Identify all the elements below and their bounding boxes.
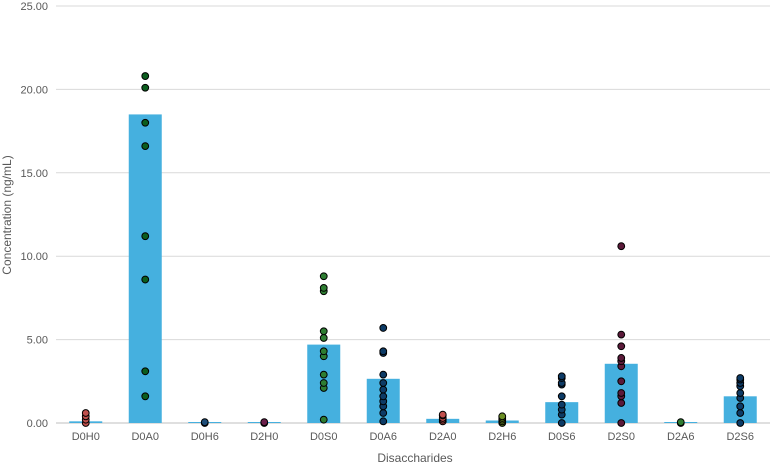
y-tick-label: 0.00 <box>27 418 48 430</box>
data-point-d0a6 <box>379 370 388 379</box>
data-point-d2s6 <box>736 402 745 411</box>
data-point-d0s6 <box>557 392 566 401</box>
x-tick-label: D2S6 <box>726 431 754 443</box>
y-axis-label: Concentration (ng/mL) <box>0 155 14 274</box>
data-point-d0s6 <box>557 372 566 381</box>
data-point-d0s0 <box>319 327 328 336</box>
x-tick-label: D2H6 <box>488 431 516 443</box>
data-point-d0h0 <box>81 409 90 417</box>
data-point-d0a0 <box>141 392 150 401</box>
y-tick-label: 15.00 <box>20 168 48 180</box>
x-tick-label: D0A6 <box>369 431 397 443</box>
x-tick-label: D0S6 <box>548 431 576 443</box>
y-tick-label: 20.00 <box>20 84 48 96</box>
y-tick-label: 5.00 <box>27 335 48 347</box>
data-point-d2s6 <box>736 409 745 417</box>
gridlines <box>56 5 770 424</box>
data-points <box>81 72 745 427</box>
data-point-d2s6 <box>736 374 745 382</box>
x-tick-label: D0H0 <box>72 431 100 443</box>
y-tick-labels: 0.00 5.00 10.00 15.00 20.00 25.00 <box>20 1 48 430</box>
data-point-d0s6 <box>557 419 566 427</box>
x-tick-label: D2H0 <box>250 431 278 443</box>
data-point-d2h0 <box>260 418 269 427</box>
data-point-d0a6 <box>379 379 388 387</box>
data-point-d0a6 <box>379 392 388 401</box>
data-point-d0a0 <box>141 72 150 80</box>
data-point-d0s0 <box>319 347 328 356</box>
data-point-d0a0 <box>141 118 150 127</box>
data-point-d0s0 <box>319 272 328 281</box>
data-point-d0a0 <box>141 142 150 151</box>
data-point-d0h6 <box>200 418 209 427</box>
data-point-d2s6 <box>736 419 745 427</box>
data-point-d2s0 <box>617 354 626 362</box>
x-tick-label: D0A0 <box>131 431 159 443</box>
x-tick-label: D0S0 <box>310 431 338 443</box>
bars <box>69 114 757 424</box>
data-point-d2a0 <box>438 410 447 419</box>
data-point-d0s0 <box>319 415 328 424</box>
y-tick-label: 10.00 <box>20 251 48 263</box>
data-point-d2s6 <box>736 389 745 397</box>
data-point-d2s0 <box>617 377 626 386</box>
x-tick-label: D2S0 <box>607 431 635 443</box>
data-point-d0s0 <box>319 379 328 387</box>
data-point-d2s0 <box>617 330 626 339</box>
bar-d0a0 <box>128 114 162 424</box>
data-point-d0a0 <box>141 83 150 92</box>
x-tick-label: D0H6 <box>191 431 219 443</box>
data-point-d0a0 <box>141 367 150 376</box>
data-point-d2s0 <box>617 399 626 407</box>
data-point-d0a0 <box>141 275 150 284</box>
data-point-d2s0 <box>617 389 626 397</box>
data-point-d0s0 <box>319 283 328 292</box>
x-tick-label: D2A6 <box>667 431 695 443</box>
data-point-d0a0 <box>141 232 150 241</box>
data-point-d0s0 <box>319 370 328 379</box>
data-point-d2a6 <box>676 418 685 427</box>
data-point-d0a6 <box>379 409 388 417</box>
data-point-d2s0 <box>617 342 626 351</box>
data-point-d0a6 <box>379 385 388 394</box>
data-point-d0s0 <box>319 334 328 342</box>
x-axis-label: Disaccharides <box>377 451 452 464</box>
data-point-d2h6 <box>498 412 507 421</box>
data-point-d0s6 <box>557 400 566 409</box>
data-point-d2s0 <box>617 242 626 251</box>
data-point-d0a6 <box>379 417 388 426</box>
data-point-d2s0 <box>617 419 626 427</box>
x-tick-labels: D0H0 D0A0 D0H6 D2H0 D0S0 D0A6 D2A0 D2H6 D0S6 D2S0… <box>72 431 754 443</box>
x-tick-label: D2A0 <box>429 431 457 443</box>
data-point-d0a6 <box>379 347 388 356</box>
data-point-d0a6 <box>379 324 388 332</box>
y-tick-label: 25.00 <box>20 1 48 13</box>
